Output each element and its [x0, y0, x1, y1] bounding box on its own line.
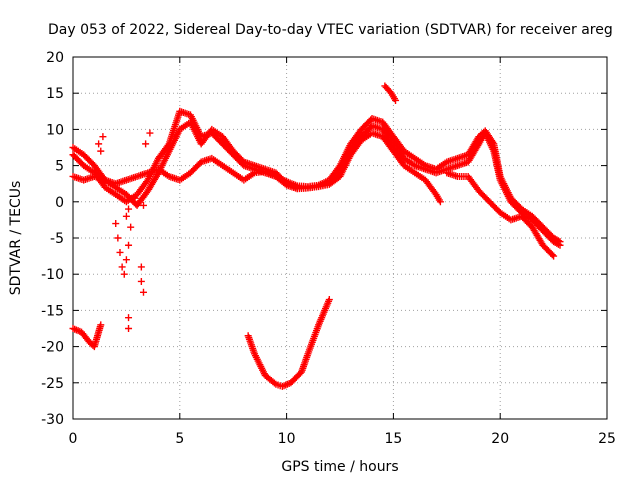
data-point	[554, 237, 562, 245]
data-point	[135, 198, 143, 206]
data-point	[131, 194, 139, 202]
data-point	[548, 251, 556, 259]
data-point	[95, 140, 103, 148]
chart-title: Day 053 of 2022, Sidereal Day-to-day VTE…	[48, 22, 613, 38]
x-tick-label: 10	[278, 431, 296, 447]
data-point	[142, 140, 150, 148]
y-axis-ticks: -30 -25 -20 -15 -10 -5 0 5 10 15 20	[41, 50, 607, 428]
data-point	[139, 288, 147, 296]
y-tick-label: 0	[55, 195, 64, 211]
data-point	[139, 201, 147, 209]
data-point	[325, 296, 333, 304]
data-point	[125, 205, 133, 213]
data-point	[114, 234, 122, 242]
y-tick-label: -30	[41, 412, 64, 428]
data-point	[556, 238, 564, 246]
x-tick-label: 0	[69, 431, 78, 447]
data-point	[125, 325, 133, 332]
series-track-2	[69, 115, 564, 246]
y-tick-label: 5	[55, 159, 64, 175]
y-tick-label: -10	[41, 267, 64, 283]
series-scatter-1	[95, 129, 154, 332]
y-axis-label: SDTVAR / TECUs	[8, 181, 24, 296]
data-point	[392, 96, 400, 104]
x-axis-ticks: 0 5 10 15 20 25	[69, 57, 616, 447]
y-tick-label: 20	[46, 50, 64, 66]
series-track-4	[443, 169, 558, 260]
data-point	[120, 270, 128, 278]
data-point	[118, 263, 126, 271]
x-tick-label: 20	[491, 431, 509, 447]
data-point	[127, 223, 135, 231]
y-tick-label: -15	[41, 303, 64, 319]
data-point	[99, 133, 107, 141]
y-tick-label: 15	[46, 86, 64, 102]
y-tick-label: -25	[41, 376, 64, 392]
x-axis-label: GPS time / hours	[281, 459, 398, 475]
data-point	[164, 141, 172, 149]
data-point	[125, 241, 133, 249]
x-tick-label: 15	[384, 431, 402, 447]
data-point	[489, 138, 497, 146]
data-point	[137, 263, 145, 271]
data-point	[122, 212, 130, 220]
grid	[73, 57, 607, 419]
y-tick-label: -20	[41, 340, 64, 356]
data-point	[146, 129, 154, 137]
y-tick-label: -5	[50, 231, 64, 247]
series-track-3	[69, 107, 444, 206]
series-track-7	[381, 82, 400, 104]
data-point	[270, 379, 278, 387]
x-tick-label: 5	[175, 431, 184, 447]
data-point	[97, 147, 105, 155]
data-point	[436, 198, 444, 206]
plot-frame	[72, 56, 608, 420]
data-point	[550, 252, 558, 260]
data-point	[122, 256, 130, 264]
data-point	[137, 277, 145, 285]
data-point	[112, 220, 120, 228]
x-tick-label: 25	[598, 431, 616, 447]
series-track-6	[244, 296, 333, 390]
y-tick-label: 10	[46, 122, 64, 138]
series-track-5	[69, 321, 105, 351]
data-point	[116, 248, 124, 256]
data-point	[125, 314, 133, 322]
data-point	[97, 321, 105, 329]
data-marks	[69, 82, 564, 390]
